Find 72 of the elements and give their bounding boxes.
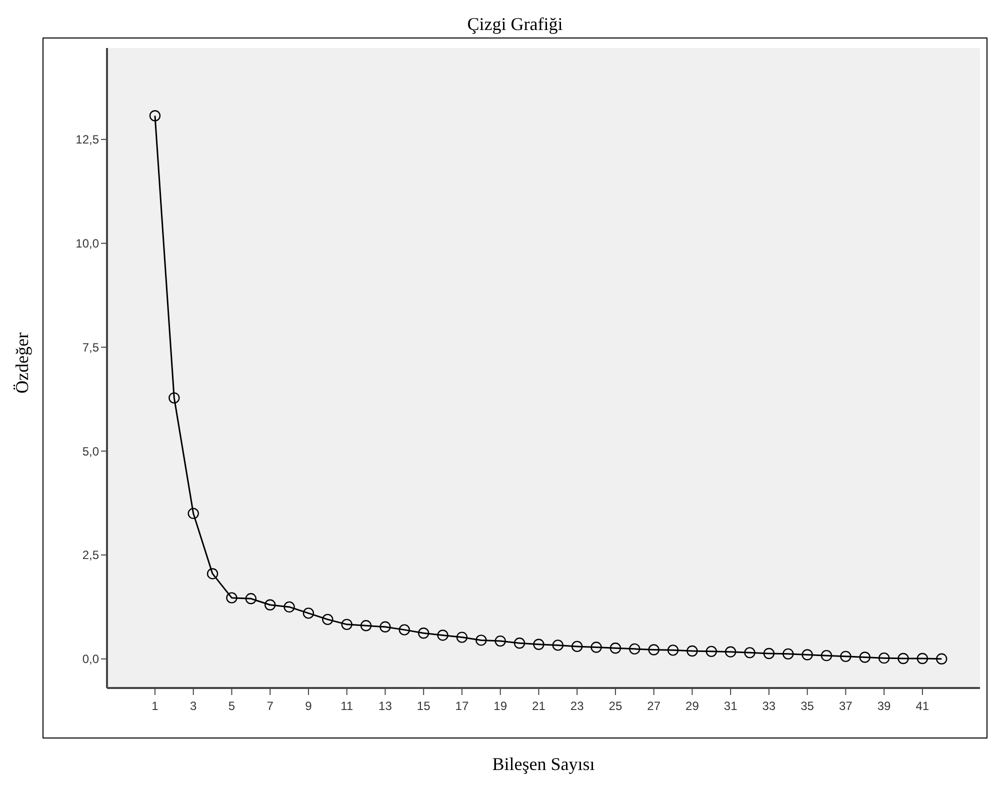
x-tick-label: 17	[455, 699, 469, 713]
point	[322, 614, 334, 626]
point	[763, 648, 775, 660]
point	[533, 638, 544, 650]
y-tick-label: 7,5	[82, 340, 100, 354]
point	[245, 593, 256, 604]
point	[418, 628, 430, 639]
x-tick-label: 33	[762, 699, 776, 713]
point	[341, 618, 352, 630]
x-tick-label: 37	[839, 699, 853, 713]
point	[706, 646, 717, 658]
x-tick-label: 41	[916, 699, 930, 713]
point	[744, 647, 756, 658]
point	[820, 650, 832, 662]
point	[456, 632, 468, 643]
point	[437, 630, 448, 641]
point	[802, 649, 813, 660]
x-tick-label: 11	[340, 699, 354, 713]
y-tick-label: 12,5	[76, 132, 100, 147]
point	[590, 642, 602, 653]
point	[188, 508, 199, 520]
point	[898, 652, 909, 664]
point	[514, 638, 526, 649]
point	[782, 648, 794, 660]
x-axis-title: Bileşen Sayısı	[492, 754, 595, 774]
point	[686, 645, 698, 657]
point	[168, 392, 180, 404]
x-tick-label: 3	[190, 699, 197, 713]
point	[840, 650, 852, 662]
point	[494, 635, 506, 647]
y-tick-label: 0,0	[82, 652, 100, 666]
point	[206, 568, 218, 580]
point	[916, 652, 928, 664]
y-axis-title: Özdeğer	[12, 332, 32, 394]
point	[878, 652, 890, 664]
x-tick-label: 27	[647, 699, 661, 713]
x-tick-label: 23	[570, 699, 584, 713]
x-tick-label: 9	[305, 699, 312, 713]
x-tick-label: 25	[608, 699, 622, 713]
point	[264, 599, 276, 610]
x-tick-label: 35	[800, 699, 814, 713]
x-tick-label: 7	[266, 699, 274, 713]
x-tick-label: 29	[686, 699, 700, 713]
point	[302, 608, 314, 619]
point	[724, 646, 736, 658]
x-tick-label: 13	[378, 699, 392, 713]
point	[149, 110, 161, 122]
x-tick-label: 5	[228, 699, 236, 713]
point	[648, 644, 660, 656]
chart-title: Çizgi Grafiği	[467, 14, 563, 34]
point	[360, 620, 372, 632]
point	[476, 634, 487, 646]
point	[610, 642, 622, 654]
point	[552, 640, 564, 651]
x-tick-label: 1	[152, 699, 159, 713]
point	[629, 643, 640, 655]
point	[571, 640, 583, 652]
point	[226, 592, 238, 604]
point	[667, 644, 679, 656]
y-tick-label: 2,5	[82, 548, 100, 562]
point	[380, 621, 391, 633]
x-tick-label: 31	[724, 699, 738, 713]
x-tick-label: 39	[877, 699, 892, 713]
x-tick-label: 19	[494, 699, 508, 713]
point	[284, 601, 295, 613]
x-tick-label: 21	[532, 699, 546, 713]
point	[398, 624, 410, 636]
y-tick-label: 5,0	[82, 444, 100, 458]
x-tick-label: 15	[416, 699, 431, 713]
y-tick-label: 10,0	[76, 236, 100, 251]
point	[859, 652, 870, 663]
point	[936, 653, 948, 665]
